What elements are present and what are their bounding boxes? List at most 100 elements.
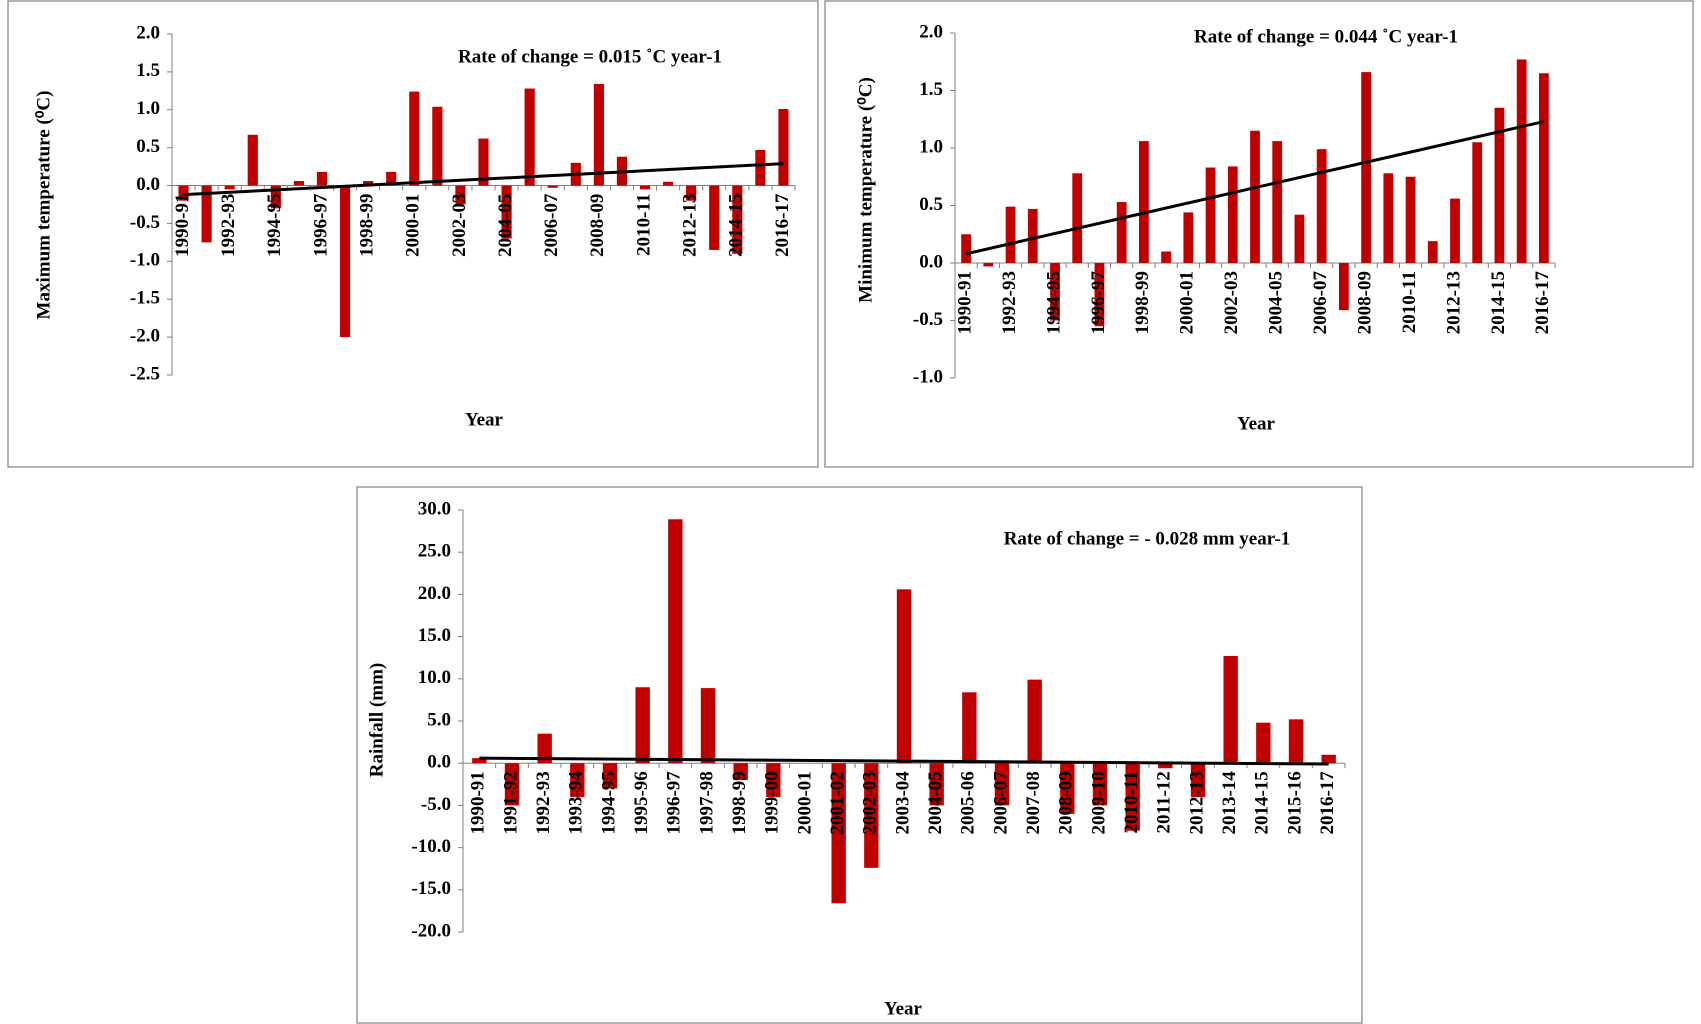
y-tick-label: 2.0 bbox=[136, 22, 160, 43]
x-tick-label: 1994-95 bbox=[1043, 271, 1064, 334]
y-tick-label: -1.0 bbox=[130, 250, 160, 271]
bar bbox=[339, 185, 351, 338]
bar bbox=[929, 763, 944, 806]
x-tick-label: 2013-14 bbox=[1219, 771, 1240, 835]
bar bbox=[501, 185, 512, 239]
chart-frame bbox=[356, 486, 1363, 1024]
x-tick-label: 2002-03 bbox=[1221, 271, 1242, 334]
x-tick-label: 1998-99 bbox=[729, 771, 750, 834]
x-tick-label: 2005-06 bbox=[958, 771, 979, 834]
bar bbox=[755, 149, 766, 186]
x-tick-label: 1990-91 bbox=[954, 271, 975, 334]
bar bbox=[1060, 763, 1075, 814]
x-tick-label: 2014-15 bbox=[726, 194, 747, 257]
bar bbox=[1339, 263, 1349, 311]
chart-frame bbox=[7, 0, 819, 468]
trend-line bbox=[479, 756, 1329, 766]
bar bbox=[316, 171, 328, 186]
bar bbox=[1288, 719, 1304, 764]
bar bbox=[386, 171, 397, 186]
x-tick-label: 1993-94 bbox=[566, 771, 587, 835]
x-tick-label: 2006-07 bbox=[1310, 271, 1331, 335]
x-tick-label: 2004-05 bbox=[1266, 271, 1287, 334]
bar bbox=[504, 763, 520, 806]
bar bbox=[983, 263, 994, 267]
y-tick-label: 5.0 bbox=[427, 709, 451, 730]
y-tick-label: -0.5 bbox=[130, 212, 160, 233]
bar bbox=[733, 763, 748, 781]
bar bbox=[1472, 142, 1483, 263]
bar bbox=[455, 185, 466, 205]
bar bbox=[1027, 679, 1042, 764]
x-tick-label: 2001-02 bbox=[827, 771, 848, 834]
bar bbox=[732, 185, 743, 254]
y-tick-label: -0.5 bbox=[913, 309, 943, 330]
bar bbox=[293, 181, 304, 186]
bar bbox=[1405, 176, 1416, 263]
chart-frame bbox=[824, 0, 1694, 468]
bar bbox=[962, 692, 977, 764]
trend-line bbox=[965, 120, 1545, 256]
bar bbox=[1383, 173, 1394, 263]
y-tick-label: 25.0 bbox=[418, 541, 451, 562]
x-tick-label: 1996-97 bbox=[310, 193, 331, 257]
bar bbox=[1161, 251, 1171, 263]
bar bbox=[472, 758, 487, 764]
bar bbox=[994, 763, 1010, 806]
y-tick-label: -2.5 bbox=[130, 363, 160, 384]
x-tick-label: 1996-97 bbox=[1088, 271, 1109, 335]
x-tick-label: 1992-93 bbox=[533, 771, 554, 834]
bar bbox=[663, 181, 674, 186]
bar bbox=[270, 185, 281, 209]
y-tick-label: 15.0 bbox=[418, 625, 451, 646]
bar bbox=[1294, 214, 1305, 263]
y-tick-label: -15.0 bbox=[411, 878, 451, 899]
y-tick-label: 1.5 bbox=[919, 79, 943, 100]
y-tick-label: 1.0 bbox=[136, 98, 160, 119]
bar bbox=[602, 763, 618, 789]
y-tick-label: 0.0 bbox=[427, 752, 451, 773]
bar bbox=[537, 733, 552, 764]
x-axis-title: Year bbox=[1237, 413, 1276, 434]
bar bbox=[766, 763, 781, 797]
bar bbox=[1250, 130, 1260, 263]
y-tick-label: 30.0 bbox=[418, 498, 451, 519]
bar bbox=[1321, 754, 1336, 764]
bar bbox=[547, 185, 558, 188]
annotation: Rate of change = - 0.028 mm year-1 bbox=[1004, 528, 1291, 549]
y-tick-label: 1.0 bbox=[919, 136, 943, 157]
x-tick-label: 2007-08 bbox=[1023, 771, 1044, 834]
x-tick-label: 2014-15 bbox=[1252, 771, 1273, 834]
y-tick-label: -5.0 bbox=[421, 794, 451, 815]
x-tick-label: 2016-17 bbox=[772, 193, 793, 257]
x-tick-label: 2010-11 bbox=[1121, 771, 1142, 833]
x-tick-label: 2000-01 bbox=[403, 194, 424, 257]
bar bbox=[1256, 722, 1271, 764]
x-tick-label: 1997-98 bbox=[696, 771, 717, 834]
bar bbox=[1190, 763, 1206, 797]
bar bbox=[1005, 206, 1016, 263]
bar bbox=[363, 181, 374, 186]
trend-line bbox=[183, 162, 784, 197]
y-tick-label: -1.0 bbox=[913, 366, 943, 387]
bar bbox=[593, 84, 604, 186]
x-tick-label: 2004-05 bbox=[495, 194, 516, 257]
y-axis-title: Rainfall (mm) bbox=[366, 663, 387, 778]
bar bbox=[1092, 763, 1108, 806]
x-tick-label: 2008-09 bbox=[1354, 271, 1375, 334]
x-tick-label: 2000-01 bbox=[794, 771, 815, 834]
x-tick-label: 2010-11 bbox=[1399, 271, 1420, 333]
x-tick-label: 2010-11 bbox=[633, 194, 654, 256]
bar bbox=[1516, 59, 1527, 264]
x-tick-label: 1995-96 bbox=[631, 771, 652, 834]
bar bbox=[178, 185, 189, 201]
x-tick-label: 2002-03 bbox=[860, 771, 881, 834]
x-tick-label: 2014-15 bbox=[1488, 271, 1509, 334]
x-tick-label: 2003-04 bbox=[892, 771, 913, 835]
x-tick-label: 1999-00 bbox=[762, 771, 783, 834]
x-tick-label: 1998-99 bbox=[1132, 271, 1153, 334]
bar bbox=[1027, 208, 1038, 263]
x-tick-label: 1992-93 bbox=[999, 271, 1020, 334]
bar bbox=[1316, 149, 1327, 263]
x-tick-label: 2006-07 bbox=[990, 771, 1011, 835]
